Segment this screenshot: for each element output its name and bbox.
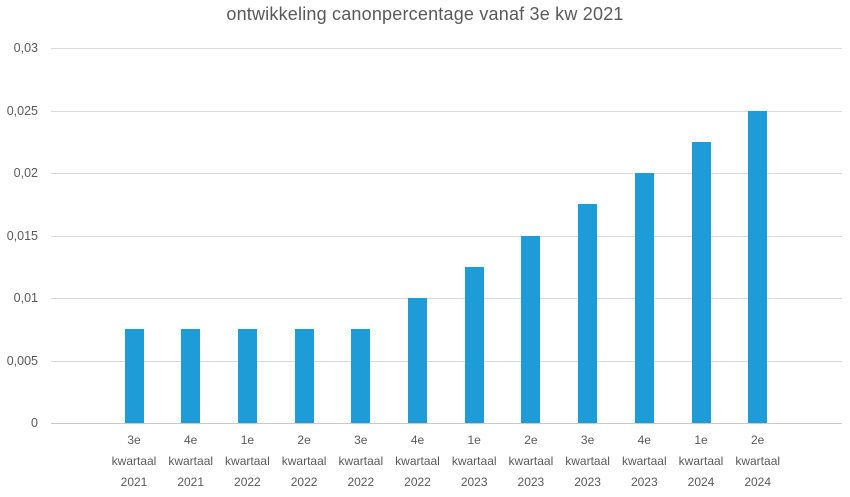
x-category-label: 1e kwartaal 2022 [202,430,292,493]
x-category-label-line: kwartaal [508,454,554,468]
x-category-label-line: 3e [127,433,141,447]
x-category-label-line: 2e [297,433,311,447]
bar-2e-kwartaal-2023 [521,235,541,423]
gridline [51,360,842,362]
y-tick-label: 0,025 [6,103,38,118]
bar-4e-kwartaal-2022 [408,298,427,423]
x-category-label-line: kwartaal [678,454,724,468]
gridline [51,298,842,299]
x-category-label-line: 4e [410,433,425,447]
gridline [51,48,842,49]
x-category-label-line: 2021 [177,475,205,489]
bar-3e-kwartaal-2022 [351,329,371,423]
x-category-label-line: 1e [467,433,481,447]
x-category-label-line: 1e [694,433,708,447]
x-category-label-line: kwartaal [225,454,270,468]
bar-3e-kwartaal-2023 [578,204,598,423]
x-category-label-line: 2024 [687,475,715,489]
x-category-label-line: kwartaal [338,454,384,468]
x-category-label: 3e kwartaal 2022 [316,430,406,493]
x-category-label-line: 2e [751,433,765,447]
x-category-label-line: kwartaal [621,454,667,468]
bar-1e-kwartaal-2024 [691,141,711,423]
x-category-label-line: 1e [240,433,255,447]
x-category-label: 4e kwartaal 2021 [146,430,236,493]
x-category-label-line: 4e [184,433,198,447]
x-category-label-line: 2022 [347,475,375,489]
y-tick-label: 0,015 [6,228,38,243]
x-category-label-line: 3e [580,433,595,447]
x-category-label-line: kwartaal [281,454,327,468]
gridline [51,110,842,112]
chart-title: ontwikkeling canonpercentage vanaf 3e kw… [226,4,624,24]
y-tick-label: 0,02 [13,166,38,180]
x-category-label: 4e kwartaal 2022 [373,430,463,493]
x-category-label-line: 2022 [234,475,261,489]
bar-4e-kwartaal-2021 [181,329,201,423]
x-category-label-line: 2023 [630,475,658,489]
x-category-label-line: kwartaal [395,454,440,468]
x-category-label: 2e kwartaal 2024 [713,430,803,493]
x-category-label: 2e kwartaal 2022 [259,430,349,493]
x-category-label-line: 2023 [574,475,601,489]
gridline [51,173,842,174]
x-category-label: 1e kwartaal 2023 [429,430,519,493]
x-category-label: 3e kwartaal 2023 [543,430,633,493]
y-tick-label: 0 [31,416,38,430]
x-category-label-line: 3e [354,433,368,447]
x-category-label-line: 2023 [517,475,545,489]
x-category-label-line: kwartaal [565,454,610,468]
gridline [51,235,842,237]
x-axis-line [51,423,842,424]
x-category-label: 1e kwartaal 2024 [656,430,746,493]
x-category-label-line: 2022 [404,475,431,489]
x-category-label-line: kwartaal [111,454,157,468]
x-category-label-line: 2021 [120,475,148,489]
y-tick-label: 0,01 [13,291,38,305]
bar-2e-kwartaal-2022 [294,329,314,423]
bar-4e-kwartaal-2023 [634,173,654,423]
y-tick-label: 0,03 [13,41,38,55]
x-category-label-line: kwartaal [735,454,781,468]
x-category-label-line: kwartaal [451,454,497,468]
bar-3e-kwartaal-2021 [124,329,144,423]
bar-2e-kwartaal-2024 [748,110,768,423]
x-category-label-line: 4e [637,433,651,447]
x-category-label-line: 2023 [460,475,488,489]
bar-1e-kwartaal-2022 [237,329,257,423]
bar-1e-kwartaal-2023 [464,266,484,423]
x-category-label: 3e kwartaal 2021 [89,430,179,493]
x-category-label: 2e kwartaal 2023 [486,430,576,493]
y-tick-label: 0,005 [6,353,38,368]
x-category-label-line: 2022 [290,475,318,489]
x-category-label-line: 2e [524,433,538,447]
x-category-label-line: 2024 [744,475,772,489]
x-category-label: 4e kwartaal 2023 [599,430,689,493]
x-category-label-line: kwartaal [168,454,214,468]
